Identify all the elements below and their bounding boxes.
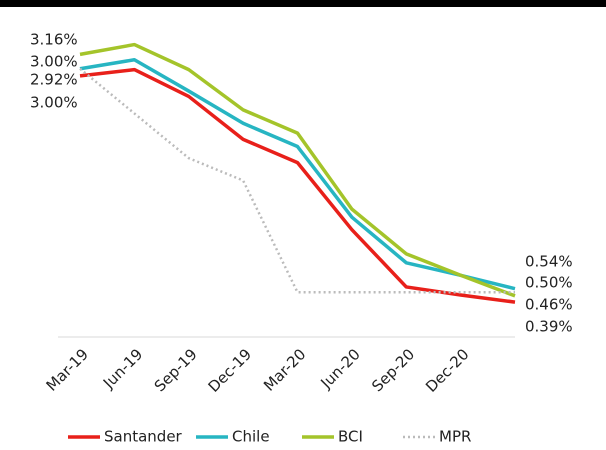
x-tick-label: Sep-20 [368, 345, 418, 395]
x-tick-label: Dec-19 [205, 345, 256, 396]
value-label: 0.46% [525, 296, 573, 314]
value-label: 3.00% [30, 94, 78, 112]
top-bar [0, 0, 606, 7]
value-label: 3.16% [30, 31, 78, 49]
legend-label: MPR [439, 428, 471, 446]
legend-label: Chile [232, 428, 270, 446]
value-label: 3.00% [30, 53, 78, 71]
value-label: 0.54% [525, 253, 573, 271]
series-line [79, 58, 516, 291]
series-line [79, 67, 515, 294]
x-tick-label: Dec-20 [422, 345, 473, 396]
x-tick-label: Jun-19 [99, 345, 146, 392]
legend-label: Santander [104, 428, 183, 446]
value-label: 0.50% [525, 274, 573, 292]
value-label: 2.92% [30, 71, 78, 89]
x-tick-label: Mar-20 [260, 345, 309, 394]
legend-label: BCI [338, 428, 363, 446]
x-tick-label: Mar-19 [43, 345, 92, 394]
x-tick-label: Jun-20 [317, 345, 364, 392]
series-line [79, 67, 516, 304]
series-line [79, 42, 516, 298]
x-tick-label: Sep-19 [151, 345, 201, 395]
value-label: 0.39% [525, 318, 573, 336]
